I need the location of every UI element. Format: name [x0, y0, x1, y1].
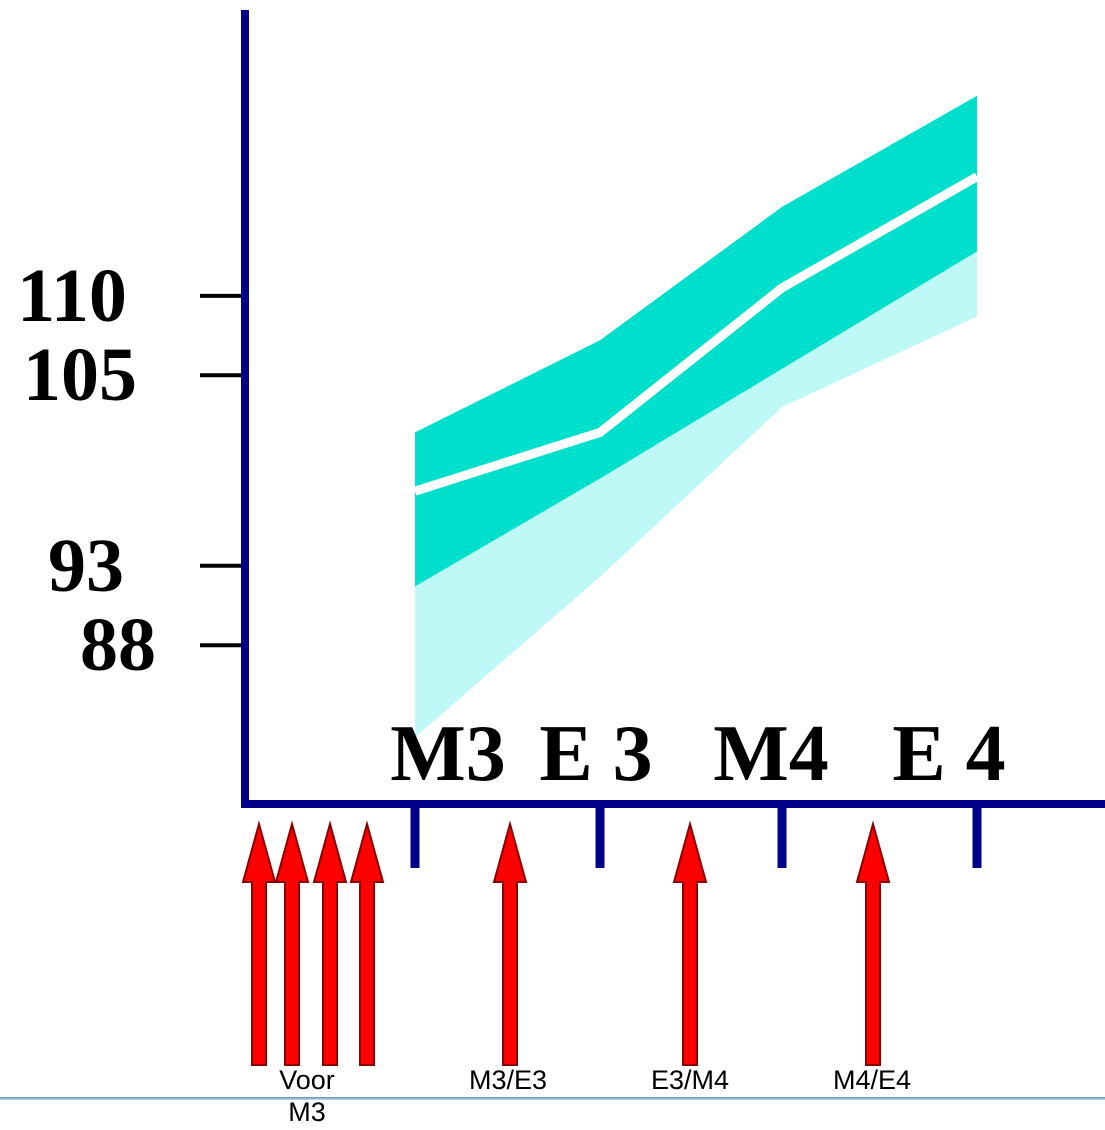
y-tick-label: 88: [80, 603, 156, 687]
up-arrow-icon: [274, 820, 310, 1066]
marker-label: M3/E3: [469, 1065, 547, 1095]
arrows-group: [241, 820, 891, 1066]
marker-labels-group: Voor M3 M3/E3 E3/M4 M4/E4: [279, 1065, 911, 1127]
y-tick-label: 93: [48, 524, 124, 608]
x-labels-group: M3 E 3 M4 E 4: [390, 710, 1005, 798]
median-line: [413, 172, 980, 496]
y-tick-label: 105: [23, 333, 137, 417]
y-tick-label: 110: [17, 254, 127, 338]
x-category-label: E 4: [892, 710, 1005, 798]
axes-group: [241, 10, 1105, 808]
marker-label-line: E3/M4: [651, 1065, 729, 1095]
marker-label-line: M3: [288, 1097, 326, 1127]
marker-label-line: M4/E4: [833, 1065, 911, 1095]
marker-label-line: Voor: [279, 1065, 335, 1095]
marker-label: M4/E4: [833, 1065, 911, 1095]
band-p25-p90: [415, 95, 977, 587]
x-ticks-group: [410, 808, 982, 868]
marker-label-line: M3/E3: [469, 1065, 547, 1095]
up-arrow-icon: [349, 820, 385, 1066]
up-arrow-icon: [855, 820, 891, 1066]
x-category-label: M3: [390, 710, 506, 798]
x-category-label: E 3: [539, 710, 652, 798]
up-arrow-icon: [312, 820, 348, 1066]
footer-divider: [0, 1097, 1105, 1100]
up-arrow-icon: [672, 820, 708, 1066]
marker-label: E3/M4: [651, 1065, 729, 1095]
up-arrow-icon: [492, 820, 528, 1066]
x-category-label: M4: [713, 710, 829, 798]
up-arrow-icon: [241, 820, 277, 1066]
marker-label: Voor M3: [279, 1065, 335, 1127]
bands-group: [413, 95, 980, 738]
